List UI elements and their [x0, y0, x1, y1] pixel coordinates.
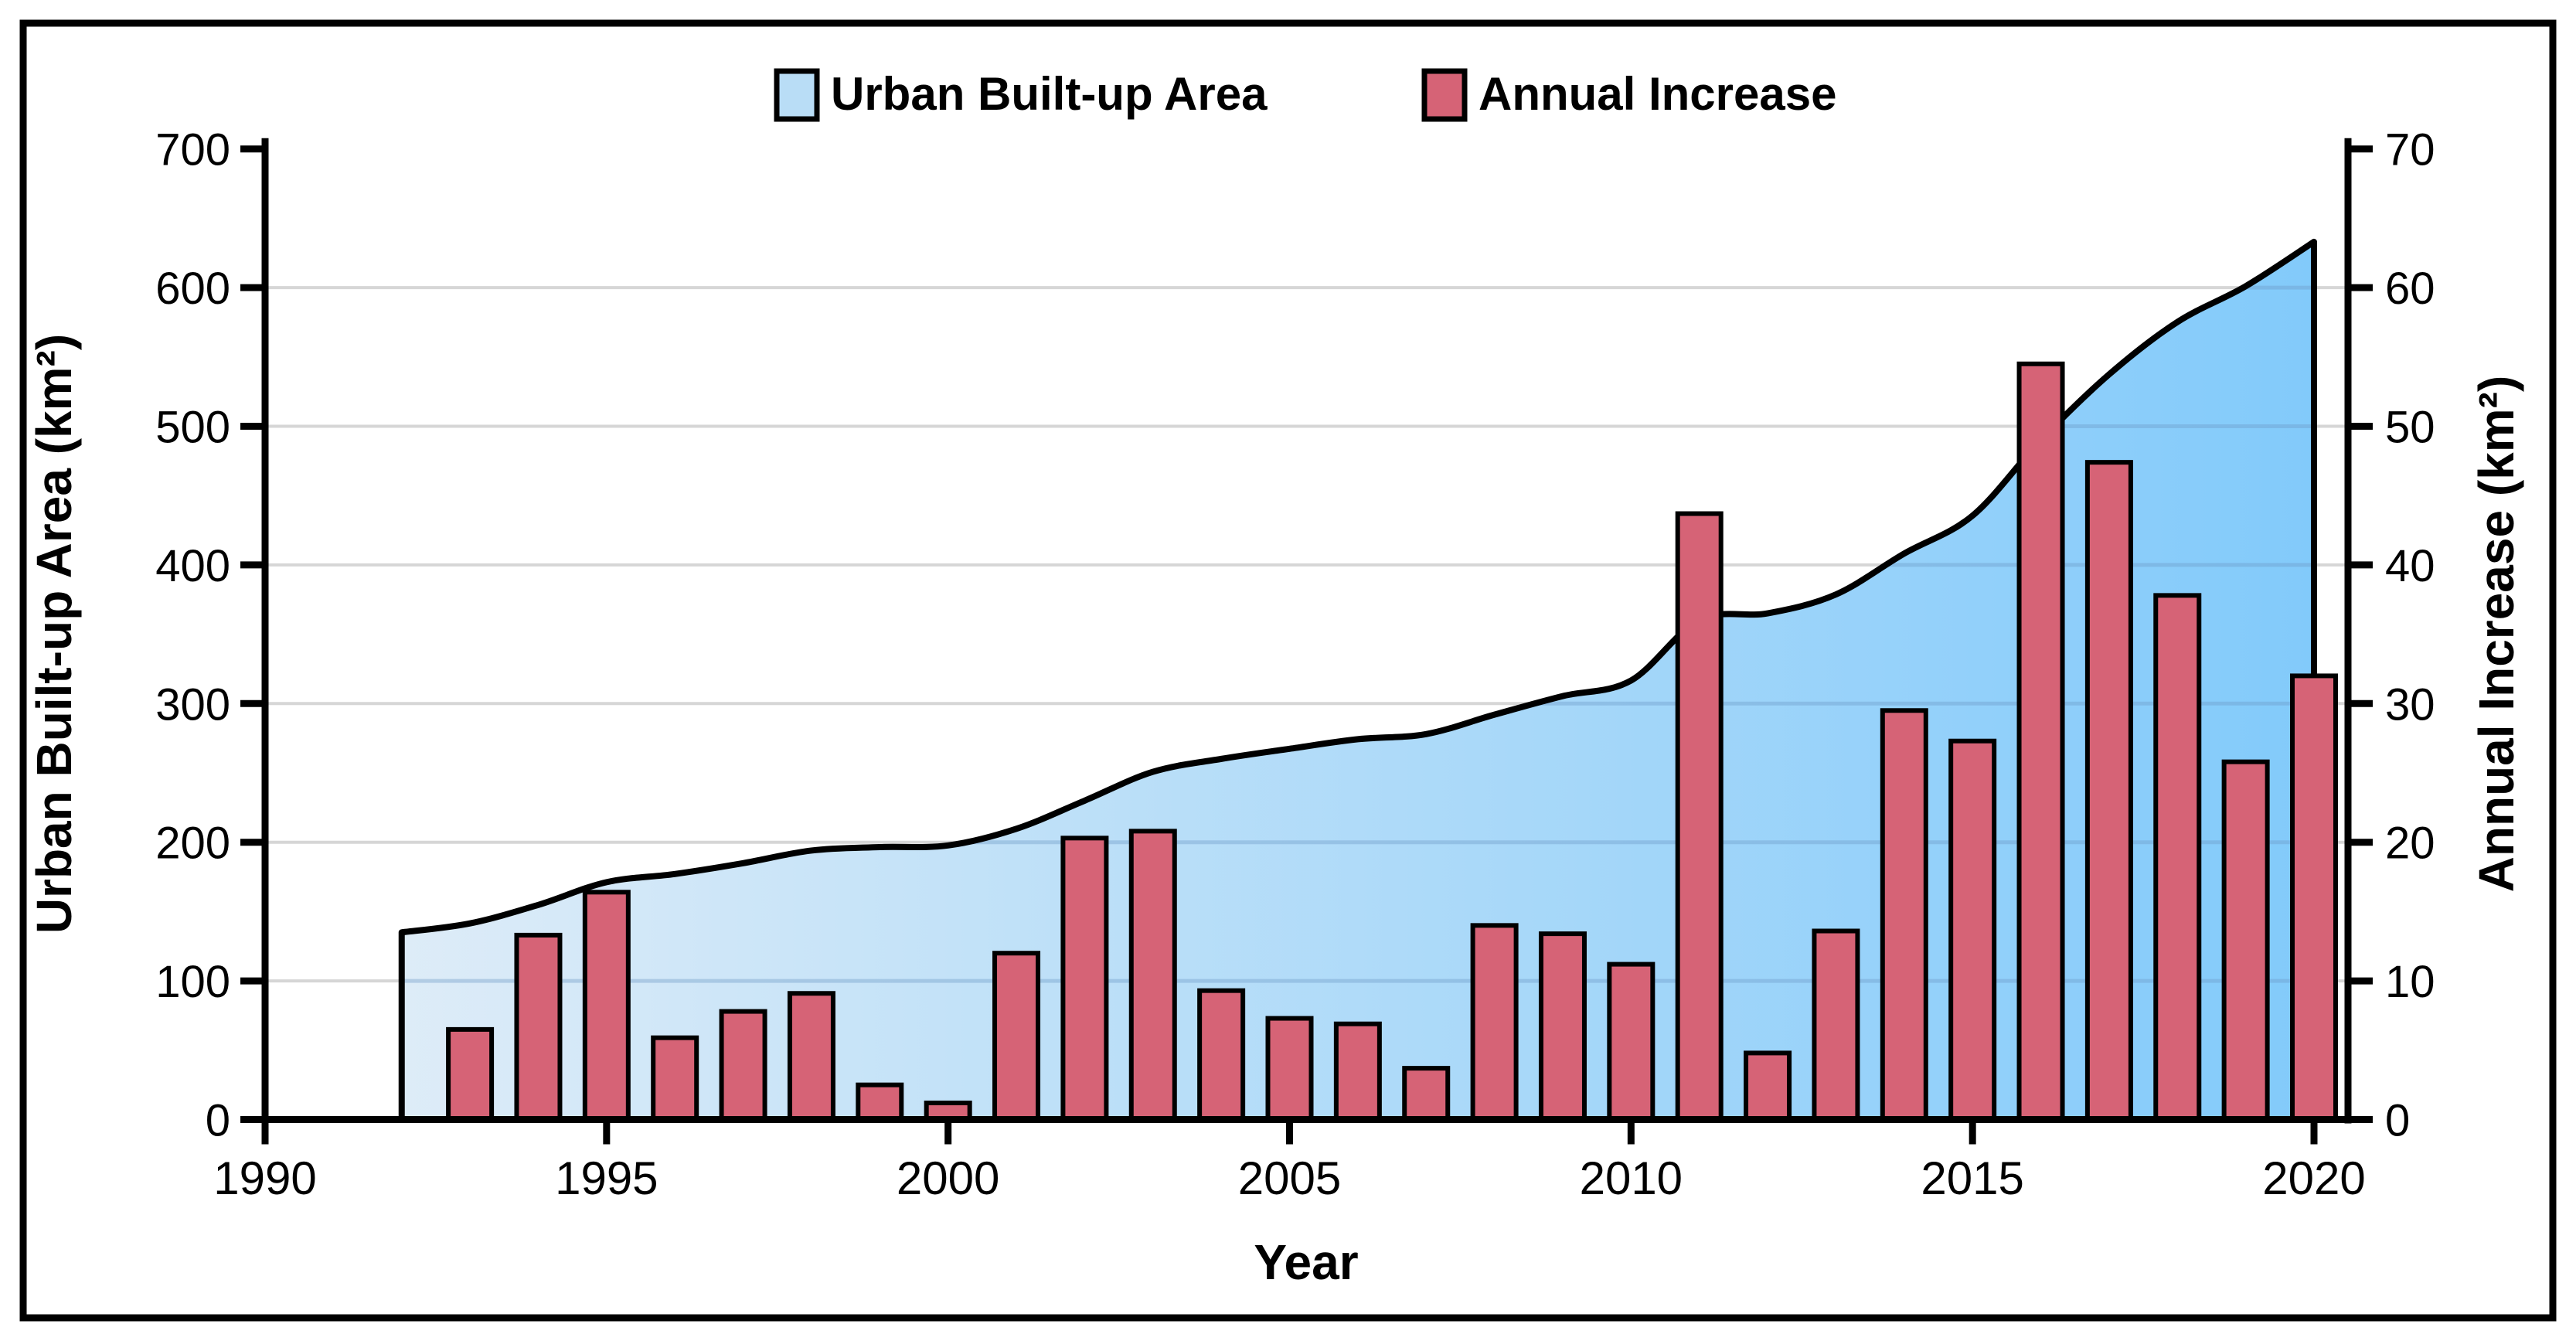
axes: [240, 138, 2373, 1145]
left-tick-label-700: 700: [155, 125, 230, 175]
bar-2009: [1538, 931, 1587, 1122]
urban-area-fill: [401, 241, 2314, 1120]
right-tick-label-0: 0: [2385, 1096, 2410, 1146]
x-tick-label-2020: 2020: [2262, 1152, 2365, 1204]
bar-2019: [2221, 759, 2270, 1122]
bar-2004: [1197, 988, 1246, 1122]
left-axis-title: Urban Built-up Area (km²): [26, 334, 82, 934]
bar-2013: [1812, 928, 1860, 1122]
right-tick-label-40: 40: [2385, 541, 2435, 591]
x-tick-label-2015: 2015: [1921, 1152, 2023, 1204]
left-tick-label-100: 100: [155, 957, 230, 1007]
left-tick-label-400: 400: [155, 541, 230, 591]
bar-2018: [2153, 593, 2202, 1122]
legend-area-swatch-icon: [774, 68, 820, 122]
bar-1996: [651, 1035, 699, 1122]
bar-2003: [1128, 829, 1177, 1122]
left-tick-label-600: 600: [155, 264, 230, 314]
right-tick-label-60: 60: [2385, 264, 2435, 314]
x-tick-labels: 1990 1995 2000 2005 2010 2015 2020: [213, 1152, 2365, 1204]
legend: Urban Built-up Area Annual Increase: [774, 68, 1837, 122]
bar-2001: [992, 951, 1041, 1122]
bar-1995: [582, 890, 631, 1122]
left-tick-label-300: 300: [155, 679, 230, 730]
bar-2008: [1470, 923, 1519, 1122]
legend-bar-swatch-icon: [1421, 68, 1468, 122]
bar-2002: [1060, 836, 1109, 1122]
bar-2012: [1744, 1050, 1792, 1122]
bar-1997: [719, 1009, 767, 1122]
left-tick-label-200: 200: [155, 819, 230, 869]
right-tick-labels: 0 10 20 30 40 50 60 70: [2385, 125, 2435, 1146]
bar-2016: [2016, 361, 2065, 1122]
bar-1999: [856, 1082, 904, 1122]
right-tick-label-10: 10: [2385, 957, 2435, 1007]
bar-2007: [1402, 1066, 1451, 1122]
x-axis-title: Year: [1254, 1234, 1358, 1290]
bar-2020: [2290, 673, 2338, 1122]
legend-bar-label: Annual Increase: [1479, 68, 1837, 120]
bar-1994: [514, 932, 563, 1122]
bar-1993: [446, 1026, 495, 1122]
x-tick-label-2005: 2005: [1238, 1152, 1341, 1204]
legend-area-label: Urban Built-up Area: [831, 68, 1268, 120]
x-tick-label-1995: 1995: [555, 1152, 658, 1204]
left-tick-labels: 0 100 200 300 400 500 600 700: [155, 125, 230, 1146]
x-tick-label-1990: 1990: [213, 1152, 316, 1204]
bar-2014: [1880, 708, 1928, 1122]
left-tick-label-0: 0: [206, 1096, 230, 1146]
bar-1998: [787, 991, 835, 1122]
bar-2005: [1265, 1016, 1314, 1122]
right-tick-label-50: 50: [2385, 403, 2435, 453]
bar-2006: [1333, 1021, 1382, 1122]
right-tick-label-70: 70: [2385, 125, 2435, 175]
bar-2010: [1607, 962, 1656, 1122]
bar-2015: [1948, 738, 1997, 1122]
bar-2017: [2084, 460, 2133, 1122]
right-tick-label-20: 20: [2385, 819, 2435, 869]
bar-2011: [1675, 511, 1724, 1122]
right-tick-label-30: 30: [2385, 679, 2435, 730]
left-tick-label-500: 500: [155, 403, 230, 453]
x-tick-label-2010: 2010: [1580, 1152, 1683, 1204]
x-tick-label-2000: 2000: [897, 1152, 999, 1204]
right-axis-title: Annual Increase (km²): [2469, 376, 2524, 893]
